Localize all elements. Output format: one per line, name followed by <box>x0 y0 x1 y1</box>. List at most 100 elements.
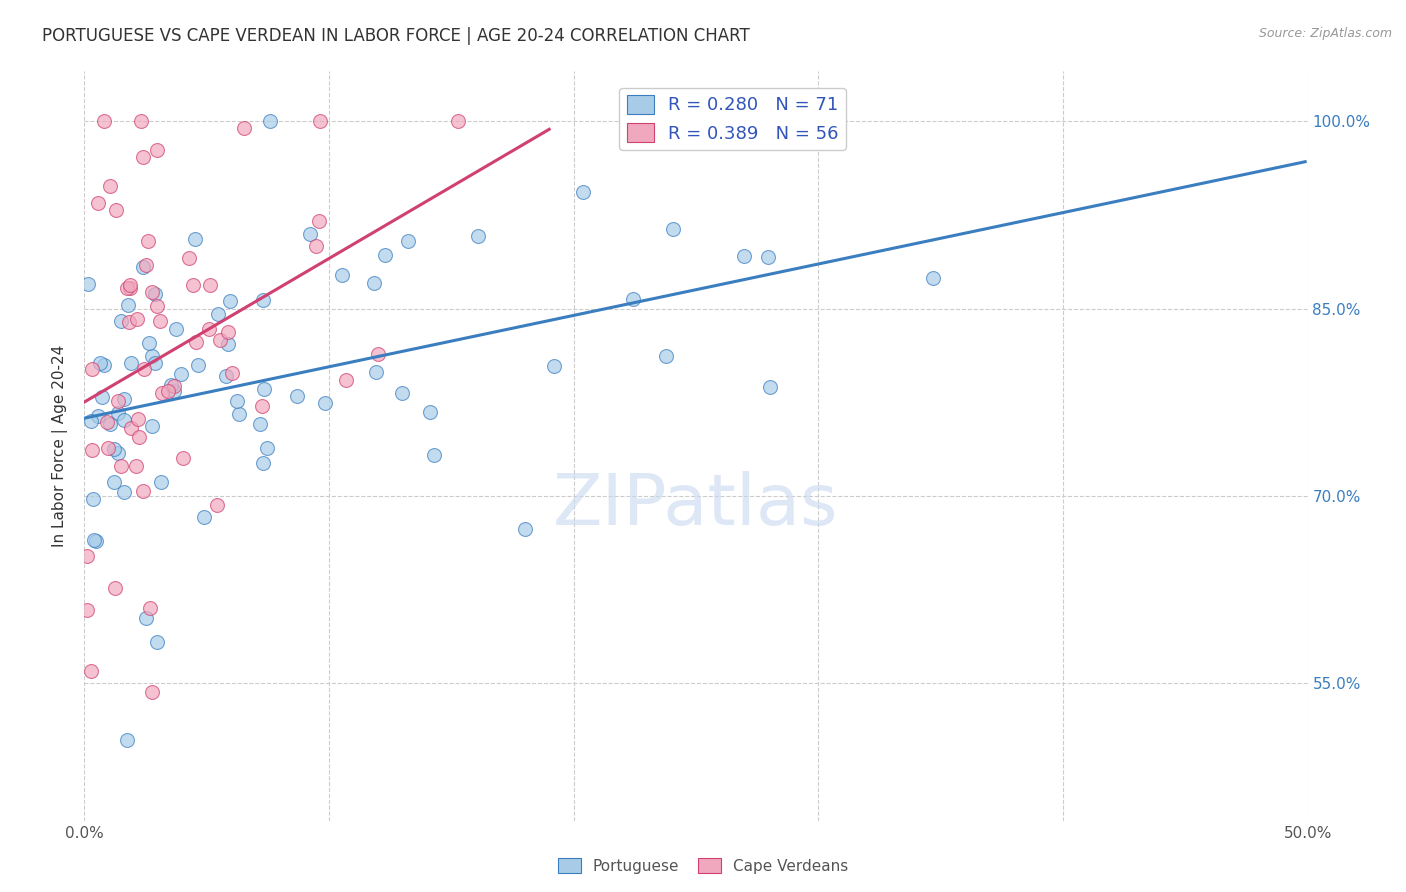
Point <box>107 394 129 409</box>
Text: Source: ZipAtlas.com: Source: ZipAtlas.com <box>1258 27 1392 40</box>
Point <box>115 281 138 295</box>
Point <box>125 459 148 474</box>
Point <box>252 399 274 413</box>
Point <box>308 213 330 227</box>
Point <box>97 441 120 455</box>
Point <box>197 322 219 336</box>
Point <box>163 384 186 398</box>
Point <box>135 611 157 625</box>
Point <box>187 358 209 372</box>
Point <box>118 281 141 295</box>
Point <box>207 307 229 321</box>
Point <box>80 414 103 428</box>
Point <box>256 441 278 455</box>
Point <box>112 413 135 427</box>
Point <box>314 396 336 410</box>
Point <box>156 384 179 399</box>
Point <box>141 419 163 434</box>
Point <box>252 293 274 307</box>
Point <box>172 450 194 465</box>
Point <box>87 196 110 211</box>
Point <box>259 114 281 128</box>
Point <box>141 285 163 300</box>
Point <box>198 277 221 292</box>
Point <box>374 248 396 262</box>
Point <box>366 365 388 379</box>
Point <box>143 287 166 301</box>
Point <box>217 337 239 351</box>
Point <box>93 114 115 128</box>
Point <box>181 278 204 293</box>
Point <box>82 362 104 376</box>
Point <box>103 442 125 456</box>
Legend: Portuguese, Cape Verdeans: Portuguese, Cape Verdeans <box>551 852 855 880</box>
Point <box>132 260 155 275</box>
Point <box>252 456 274 470</box>
Point <box>391 386 413 401</box>
Point <box>298 227 321 242</box>
Point <box>96 415 118 429</box>
Point <box>572 186 595 200</box>
Point <box>184 334 207 349</box>
Point <box>150 385 173 400</box>
Point <box>125 312 148 326</box>
Point <box>330 268 353 283</box>
Point <box>513 522 536 536</box>
Point <box>396 234 419 248</box>
Point <box>621 293 644 307</box>
Point <box>146 144 169 158</box>
Point <box>170 368 193 382</box>
Point <box>165 322 187 336</box>
Point <box>145 356 167 370</box>
Point <box>77 277 100 291</box>
Point <box>135 258 157 272</box>
Point <box>335 373 357 387</box>
Point <box>215 368 238 383</box>
Point <box>217 325 239 339</box>
Point <box>132 483 155 498</box>
Point <box>103 475 125 489</box>
Point <box>83 533 105 547</box>
Point <box>423 449 446 463</box>
Point <box>733 249 755 263</box>
Point <box>447 114 470 128</box>
Point <box>138 335 160 350</box>
Point <box>285 389 308 403</box>
Point <box>756 251 779 265</box>
Point <box>115 732 138 747</box>
Point <box>89 356 111 370</box>
Point <box>86 409 108 424</box>
Point <box>136 234 159 248</box>
Point <box>84 533 107 548</box>
Point <box>150 475 173 489</box>
Point <box>127 412 149 426</box>
Point <box>141 684 163 698</box>
Point <box>104 202 127 217</box>
Point <box>120 421 142 435</box>
Point <box>228 407 250 421</box>
Point <box>921 271 943 285</box>
Point <box>110 314 132 328</box>
Point <box>146 635 169 649</box>
Point <box>193 510 215 524</box>
Point <box>117 298 139 312</box>
Point <box>179 251 201 265</box>
Point <box>110 459 132 474</box>
Legend: R = 0.280   N = 71, R = 0.389   N = 56: R = 0.280 N = 71, R = 0.389 N = 56 <box>620 88 846 150</box>
Point <box>146 299 169 313</box>
Point <box>655 349 678 363</box>
Y-axis label: In Labor Force | Age 20-24: In Labor Force | Age 20-24 <box>52 345 69 547</box>
Point <box>112 484 135 499</box>
Point <box>159 378 181 392</box>
Point <box>91 390 114 404</box>
Point <box>104 581 127 595</box>
Point <box>232 120 254 135</box>
Point <box>149 313 172 327</box>
Text: ZIPatlas: ZIPatlas <box>553 472 839 541</box>
Point <box>759 379 782 393</box>
Point <box>419 405 441 419</box>
Point <box>98 417 121 431</box>
Point <box>253 382 276 396</box>
Point <box>129 114 152 128</box>
Point <box>305 238 328 252</box>
